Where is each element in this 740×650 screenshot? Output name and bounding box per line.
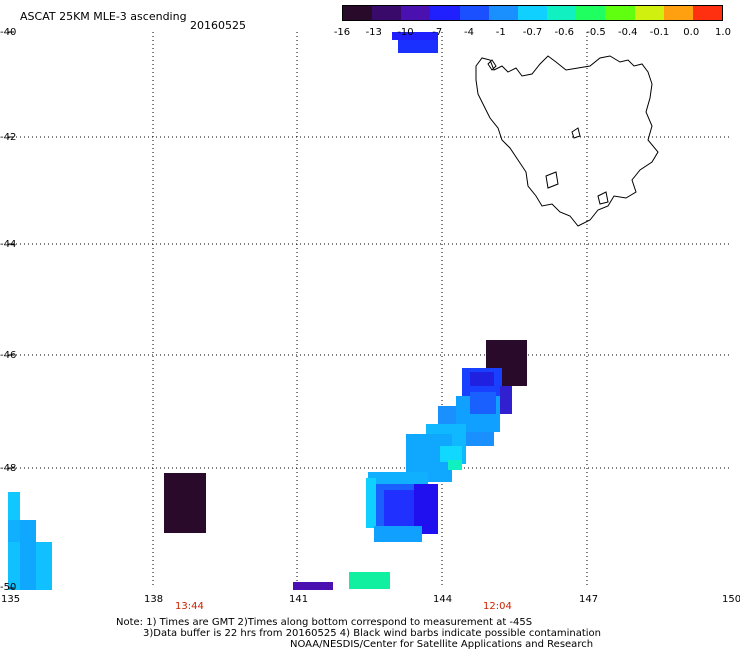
- footer-note-1: Note: 1) Times are GMT 2)Times along bot…: [116, 617, 533, 628]
- colorbar-tick-label: -0.1: [649, 27, 670, 38]
- footer-note-2: 3)Data buffer is 22 hrs from 20160525 4)…: [143, 628, 601, 639]
- lat-label-44: -44: [0, 239, 17, 250]
- lon-label-141: 141: [289, 594, 309, 605]
- colorbar-segment: [547, 6, 577, 20]
- lon-label-150: 150: [722, 594, 740, 605]
- chart-date: 20160525: [190, 19, 246, 32]
- colorbar-tick-label: -1: [495, 27, 506, 38]
- colorbar-segment: [634, 6, 664, 20]
- tasmania-island-3: [545, 171, 559, 189]
- colorbar-segment: [663, 6, 693, 20]
- colorbar: [342, 5, 723, 21]
- colorbar-segment: [372, 6, 402, 20]
- lat-label-42: -42: [0, 132, 17, 143]
- time-label-left: 13:44: [175, 601, 204, 612]
- tasmania-island-4: [597, 191, 609, 205]
- colorbar-tick-label: -0.4: [617, 27, 638, 38]
- colorbar-tick-label: -7: [432, 27, 443, 38]
- colorbar-segment: [692, 6, 723, 20]
- chart-title: ASCAT 25KM MLE-3 ascending: [20, 10, 187, 23]
- colorbar-tick-label: -0.5: [586, 27, 606, 38]
- colorbar-segment: [459, 6, 489, 20]
- colorbar-segment: [343, 6, 373, 20]
- colorbar-segment: [517, 6, 548, 20]
- lat-label-50: -50: [0, 582, 17, 593]
- lon-label-144: 144: [433, 594, 453, 605]
- colorbar-segment: [430, 6, 460, 20]
- colorbar-segment: [401, 6, 431, 20]
- colorbar-tick-label: 0.0: [683, 27, 700, 38]
- colorbar-segment: [576, 6, 606, 20]
- tasmania-island-2: [571, 127, 581, 139]
- axis-ticks: [8, 31, 14, 589]
- colorbar-tick-label: -10: [397, 27, 414, 38]
- colorbar-tick-label: -0.6: [554, 27, 575, 38]
- lon-label-135: 135: [1, 594, 21, 605]
- lat-label-46: -46: [0, 350, 17, 361]
- colorbar-tick-label: -13: [365, 27, 382, 38]
- colorbar-tick-label: -4: [464, 27, 474, 38]
- lat-label-48: -48: [0, 463, 17, 474]
- tasmania-island-1: [487, 59, 497, 71]
- colorbar-tick-label: 1.0: [715, 27, 731, 38]
- lat-label-40: -40: [0, 27, 17, 38]
- colorbar-tick-label: -16: [333, 27, 351, 38]
- lon-label-147: 147: [579, 594, 599, 605]
- colorbar-segment: [488, 6, 518, 20]
- wind-swath-data: [8, 32, 527, 590]
- colorbar-tick-label: -0.7: [522, 27, 543, 38]
- tasmania-coastline: [475, 55, 659, 227]
- colorbar-segment: [605, 6, 635, 20]
- time-label-right: 12:04: [483, 601, 512, 612]
- gridlines: [8, 32, 732, 588]
- lon-label-138: 138: [144, 594, 164, 605]
- footer-credit: NOAA/NESDIS/Center for Satellite Applica…: [290, 639, 594, 650]
